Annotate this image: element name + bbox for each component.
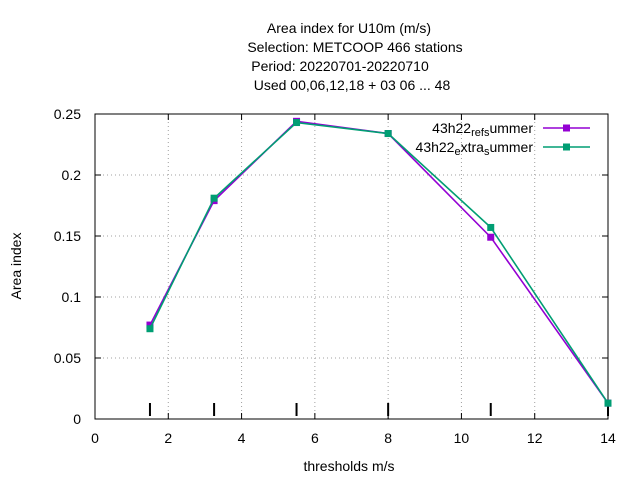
legend-label-part: s: [484, 127, 490, 139]
legend-label: 43h22refsummer: [432, 120, 533, 139]
x-tick-label: 4: [238, 430, 246, 446]
axis-ticks: [94, 113, 609, 420]
threshold-markers: [148, 403, 609, 416]
title-line-3: Period: 20220701-20220710: [251, 58, 429, 74]
legend-label-part: xtra: [461, 139, 485, 155]
grid-lines: [95, 114, 608, 419]
y-axis-label: Area index: [8, 233, 24, 300]
tick-labels: 0 2 4 6 8 10 12 14 0 0.05 0.1 0.15 0.2 0.25: [54, 106, 616, 446]
series-line: [149, 120, 609, 404]
title-line-2: Selection: METCOOP 466 stations: [247, 39, 462, 55]
x-tick-label: 12: [527, 430, 543, 446]
x-axis-label: thresholds m/s: [303, 458, 394, 474]
y-tick-label: 0.15: [54, 228, 81, 244]
data-point: [487, 223, 495, 231]
legend-label-part: 43h22: [416, 139, 455, 155]
legend-marker: [563, 124, 570, 132]
legend-marker: [563, 143, 570, 151]
legend-label: 43h22extrasummer: [416, 139, 534, 158]
y-tick-label: 0.2: [62, 167, 82, 183]
title-line-1: Area index for U10m (m/s): [267, 20, 431, 36]
legend-label-part: e: [454, 146, 460, 158]
plot-frame: [94, 113, 609, 420]
data-point: [604, 399, 612, 407]
data-point: [384, 130, 392, 138]
legend-label-part: s: [484, 146, 490, 158]
data-series: [146, 117, 612, 407]
y-tick-label: 0.1: [62, 289, 82, 305]
x-tick-label: 6: [311, 430, 319, 446]
data-point: [487, 233, 495, 241]
data-point: [146, 325, 154, 333]
x-tick-label: 2: [164, 430, 172, 446]
legend-label-part: ummer: [489, 120, 533, 136]
x-tick-label: 14: [600, 430, 616, 446]
data-point: [210, 194, 218, 202]
series-line: [149, 121, 609, 404]
title-line-4: Used 00,06,12,18 + 03 06 ... 48: [254, 77, 451, 93]
x-tick-label: 10: [454, 430, 470, 446]
y-tick-label: 0: [73, 411, 81, 427]
chart-title: Area index for U10m (m/s) Selection: MET…: [247, 20, 462, 93]
y-tick-label: 0.25: [54, 106, 81, 122]
y-tick-label: 0.05: [54, 350, 81, 366]
legend-label-part: ref: [471, 127, 485, 139]
x-tick-label: 8: [384, 430, 392, 446]
x-tick-label: 0: [91, 430, 99, 446]
legend-label-part: 43h22: [432, 120, 471, 136]
data-point: [293, 119, 301, 127]
legend-label-part: ummer: [489, 139, 533, 155]
data-point: [146, 321, 154, 329]
